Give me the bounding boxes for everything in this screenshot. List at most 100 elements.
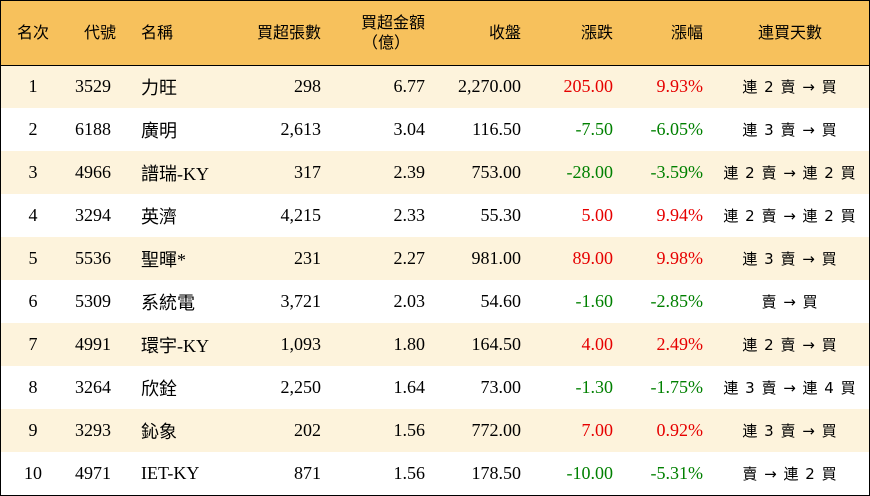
cell-close: 981.00: [471, 248, 522, 268]
header-net-buy-amount: 買超金額 （億）: [329, 1, 433, 66]
table-row: 6 5309 系統電 3,721 2.03 54.60 -1.60 -2.85% 賣 → 買: [1, 280, 869, 323]
cell-net-buy-lots: 2,613: [280, 119, 322, 139]
cell-net-buy-amount: 1.64: [393, 377, 426, 397]
table-row: 10 4971 IET-KY 871 1.56 178.50 -10.00 -5.31% 賣 →…: [1, 452, 869, 495]
cell-net-buy-lots: 871: [294, 463, 321, 483]
cell-code: 5536: [75, 248, 111, 268]
cell-change: 5.00: [581, 205, 614, 225]
cell-net-buy-amount: 1.56: [393, 420, 426, 440]
cell-change: -28.00: [566, 162, 614, 182]
table-row: 8 3264 欣銓 2,250 1.64 73.00 -1.30 -1.75% 連 3 賣 → …: [1, 366, 869, 409]
cell-rank: 2: [28, 119, 38, 139]
table-row: 1 3529 力旺 298 6.77 2,270.00 205.00 9.93% 連 2 賣 →…: [1, 65, 869, 108]
cell-change: 4.00: [581, 334, 614, 354]
cell-change: -1.60: [575, 291, 614, 311]
cell-change: 89.00: [572, 248, 614, 268]
cell-pct-change: -2.85%: [650, 291, 704, 311]
table-row: 7 4991 環宇-KY 1,093 1.80 164.50 4.00 2.49% 連 2 賣 …: [1, 323, 869, 366]
cell-pct-change: 9.98%: [656, 248, 704, 268]
header-code: 代號: [65, 1, 135, 66]
cell-pct-change: -3.59%: [650, 162, 704, 182]
cell-close: 772.00: [471, 420, 522, 440]
header-change: 漲跌: [529, 1, 621, 66]
cell-pct-change: -6.05%: [650, 119, 704, 139]
table-body: 1 3529 力旺 298 6.77 2,270.00 205.00 9.93% 連 2 賣 →…: [1, 65, 869, 495]
cell-net-buy-lots: 1,093: [280, 334, 322, 354]
cell-name: 環宇-KY: [141, 335, 209, 356]
cell-streak: 賣 → 買: [761, 293, 819, 311]
header-net-buy-amount-line1: 買超金額: [360, 12, 425, 32]
cell-close: 55.30: [480, 205, 522, 225]
cell-change: 205.00: [563, 76, 614, 97]
cell-pct-change: -5.31%: [650, 463, 704, 483]
table-row: 5 5536 聖暉* 231 2.27 981.00 89.00 9.98% 連 3 賣 → 買: [1, 237, 869, 280]
header-rank: 名次: [1, 1, 65, 66]
cell-net-buy-amount: 1.80: [393, 334, 426, 354]
cell-name: IET-KY: [141, 463, 200, 483]
cell-rank: 4: [28, 205, 38, 225]
cell-net-buy-lots: 202: [294, 420, 321, 440]
cell-rank: 9: [28, 420, 38, 440]
cell-rank: 3: [28, 162, 38, 182]
cell-code: 6188: [75, 119, 111, 139]
cell-name: 力旺: [141, 77, 177, 98]
cell-streak: 連 3 賣 → 買: [742, 422, 838, 440]
header-net-buy-amount-line2: （億）: [361, 32, 410, 52]
cell-rank: 10: [24, 463, 42, 483]
cell-change: -10.00: [566, 463, 614, 483]
cell-change: 7.00: [581, 420, 614, 440]
cell-pct-change: 2.49%: [656, 334, 704, 354]
cell-pct-change: -1.75%: [650, 377, 704, 397]
cell-code: 4991: [75, 334, 111, 354]
cell-change: -1.30: [575, 377, 614, 397]
header-streak: 連買天數: [711, 1, 869, 66]
cell-close: 164.50: [471, 334, 522, 354]
cell-code: 3529: [75, 76, 111, 97]
cell-name: 鈊象: [141, 421, 177, 442]
cell-net-buy-lots: 231: [294, 248, 321, 268]
table-row: 3 4966 譜瑞-KY 317 2.39 753.00 -28.00 -3.59% 連 2 賣…: [1, 151, 869, 194]
cell-close: 73.00: [480, 377, 522, 397]
cell-net-buy-amount: 1.56: [393, 463, 426, 483]
cell-streak: 連 2 賣 → 買: [742, 78, 838, 97]
cell-rank: 8: [28, 377, 38, 397]
cell-close: 753.00: [471, 162, 522, 182]
cell-net-buy-lots: 2,250: [280, 377, 322, 397]
cell-name: 欣銓: [141, 378, 177, 399]
table-header: 名次 代號 名稱 買超張數 買超金額 （億） 收盤 漲跌 漲幅 連買天數: [1, 1, 869, 66]
cell-streak: 連 2 賣 → 連 2 買: [723, 207, 857, 225]
cell-net-buy-lots: 3,721: [280, 291, 322, 311]
header-pct-change: 漲幅: [621, 1, 711, 66]
cell-net-buy-amount: 2.39: [393, 162, 426, 182]
header-name: 名稱: [135, 1, 249, 66]
cell-close: 2,270.00: [458, 76, 521, 97]
header-close: 收盤: [433, 1, 529, 66]
cell-close: 116.50: [472, 119, 521, 139]
cell-streak: 連 3 賣 → 買: [742, 121, 838, 139]
cell-net-buy-lots: 4,215: [280, 205, 322, 225]
table-row: 4 3294 英濟 4,215 2.33 55.30 5.00 9.94% 連 2 賣 → 連 …: [1, 194, 869, 237]
table-row: 9 3293 鈊象 202 1.56 772.00 7.00 0.92% 連 3 賣 → 買: [1, 409, 869, 452]
cell-code: 3294: [75, 205, 111, 225]
cell-net-buy-amount: 2.03: [393, 291, 426, 311]
cell-rank: 5: [28, 248, 38, 268]
cell-pct-change: 9.94%: [656, 205, 704, 225]
cell-streak: 賣 → 連 2 買: [742, 465, 838, 483]
cell-code: 4971: [75, 463, 111, 483]
cell-name: 系統電: [141, 292, 195, 313]
table-row: 2 6188 廣明 2,613 3.04 116.50 -7.50 -6.05% 連 3 賣 →…: [1, 108, 869, 151]
cell-name: 譜瑞-KY: [141, 163, 209, 184]
header-row: 名次 代號 名稱 買超張數 買超金額 （億） 收盤 漲跌 漲幅 連買天數: [1, 1, 869, 66]
cell-net-buy-amount: 2.27: [393, 248, 426, 268]
cell-streak: 連 2 賣 → 買: [742, 336, 838, 354]
cell-close: 54.60: [480, 291, 522, 311]
cell-change: -7.50: [575, 119, 614, 139]
cell-name: 廣明: [141, 120, 177, 141]
cell-streak: 連 3 賣 → 連 4 買: [723, 379, 857, 397]
cell-code: 5309: [75, 291, 111, 311]
cell-close: 178.50: [471, 463, 522, 483]
cell-rank: 6: [28, 291, 38, 311]
cell-streak: 連 2 賣 → 連 2 買: [723, 164, 857, 182]
header-net-buy-lots: 買超張數: [249, 1, 329, 66]
